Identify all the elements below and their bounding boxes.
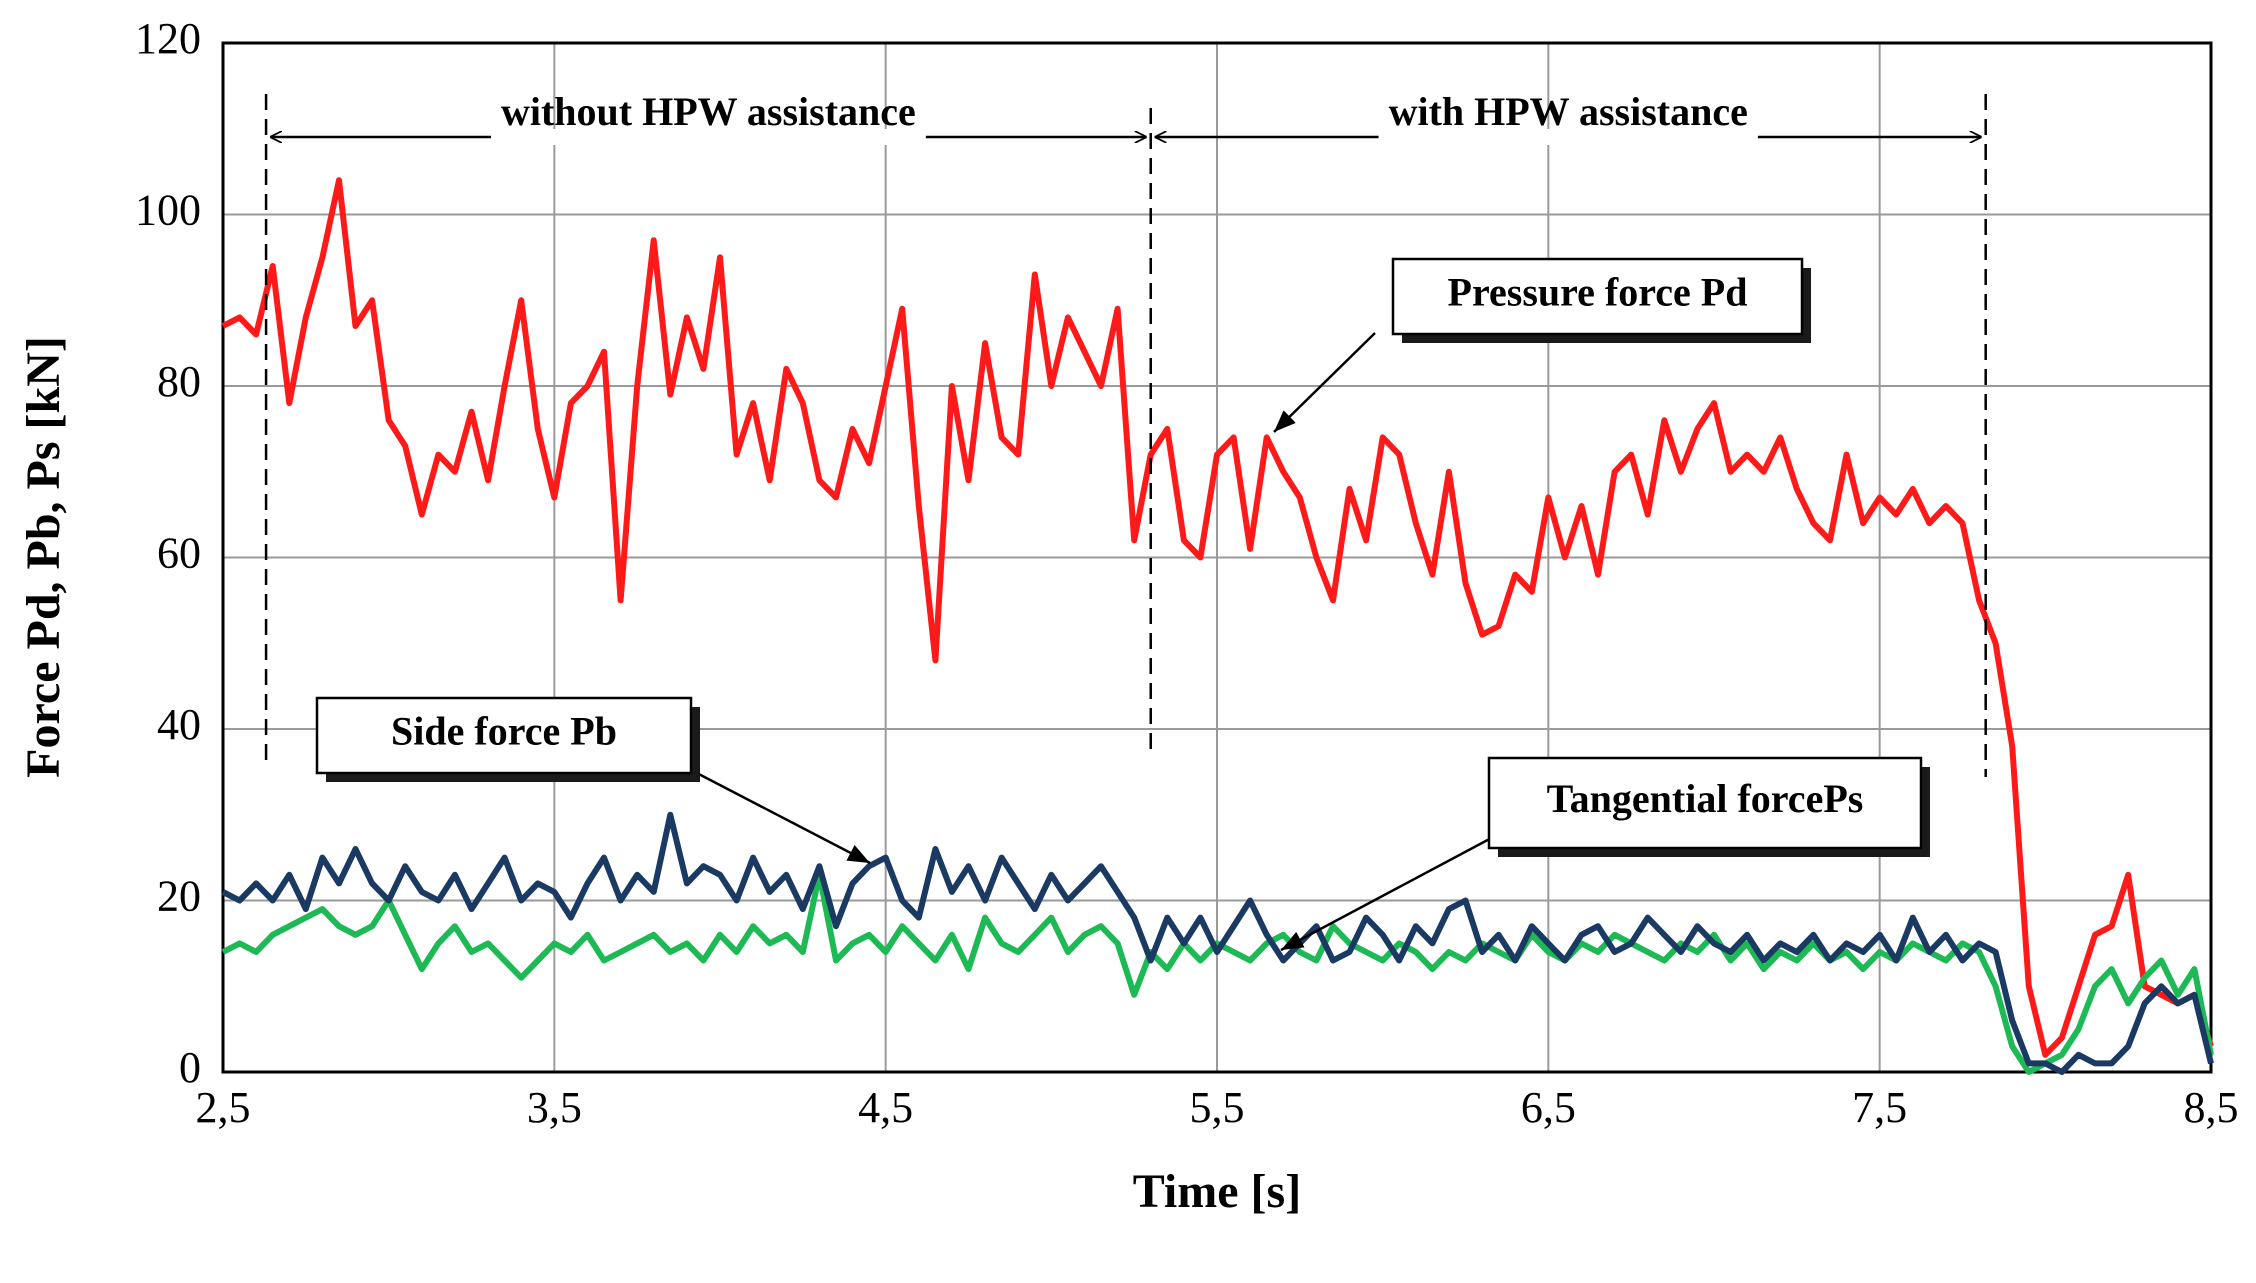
- y-tick-label: 60: [157, 529, 201, 578]
- x-tick-label: 2,5: [196, 1083, 251, 1132]
- region-label: with HPW assistance: [1389, 89, 1748, 134]
- plot-frame: [221, 41, 2213, 1074]
- x-tick-label: 6,5: [1521, 1083, 1576, 1132]
- region-label-bg: [1378, 129, 1758, 145]
- callout-label: Tangential forcePs: [1547, 776, 1864, 821]
- callout-label: Side force Pb: [391, 709, 617, 754]
- callout-box: [1487, 756, 1923, 850]
- series-line: [221, 177, 2214, 1058]
- x-tick-label: 7,5: [1852, 1083, 1907, 1132]
- series-line: [221, 811, 2214, 1075]
- series-line: [221, 871, 2214, 1075]
- y-tick-label: 100: [135, 186, 201, 235]
- y-tick-label: 80: [157, 357, 201, 406]
- x-axis-label: Time [s]: [1133, 1165, 1301, 1218]
- region-label: without HPW assistance: [501, 89, 916, 134]
- callout-arrow: [690, 768, 871, 865]
- callout-label: Pressure force Pd: [1448, 270, 1748, 315]
- y-tick-label: 0: [179, 1043, 201, 1092]
- x-tick-label: 8,5: [2184, 1083, 2239, 1132]
- callout-box: [1391, 257, 1804, 336]
- callout-arrow: [1280, 833, 1498, 952]
- y-axis-label: Force Pd, Pb, Ps [kN]: [17, 336, 70, 778]
- y-tick-label: 20: [157, 872, 201, 921]
- callout-box: [315, 696, 693, 775]
- y-tick-label: 120: [135, 14, 201, 63]
- x-tick-label: 5,5: [1190, 1083, 1245, 1132]
- x-tick-label: 3,5: [527, 1083, 582, 1132]
- region-label-bg: [490, 129, 926, 145]
- callout-arrow: [1273, 332, 1376, 433]
- y-tick-label: 40: [157, 700, 201, 749]
- x-tick-label: 4,5: [858, 1083, 913, 1132]
